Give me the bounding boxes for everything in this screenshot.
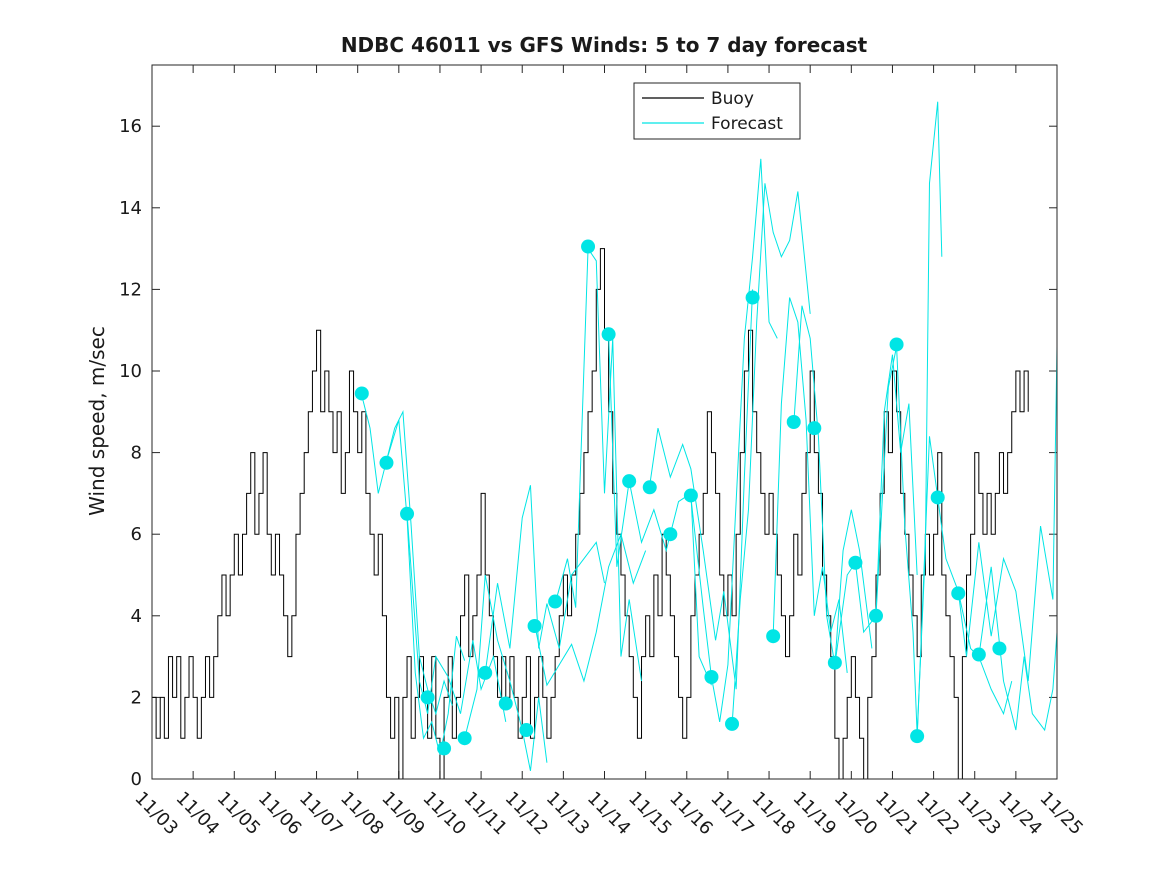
y-axis-label: Wind speed, m/sec bbox=[85, 326, 109, 516]
y-tick-label: 6 bbox=[131, 524, 142, 545]
forecast-point bbox=[457, 731, 472, 746]
chart-title: NDBC 46011 vs GFS Winds: 5 to 7 day fore… bbox=[341, 33, 868, 57]
forecast-point bbox=[478, 665, 493, 680]
forecast-point bbox=[930, 490, 945, 505]
forecast-run-line bbox=[608, 334, 712, 686]
x-tick-label: 11/04 bbox=[172, 788, 224, 840]
x-tick-label: 11/21 bbox=[871, 788, 923, 840]
forecast-point bbox=[642, 480, 657, 495]
x-tick-label: 11/06 bbox=[254, 788, 306, 840]
y-tick-label: 12 bbox=[119, 279, 142, 300]
plot-series-group bbox=[152, 101, 1057, 779]
forecast-run-line bbox=[834, 354, 918, 665]
x-tick-label: 11/11 bbox=[460, 788, 512, 840]
forecast-run-line bbox=[464, 574, 548, 771]
buoy-series-line bbox=[152, 248, 1029, 779]
forecast-run-line bbox=[875, 101, 943, 735]
x-tick-label: 11/18 bbox=[748, 788, 800, 840]
x-tick-label: 11/03 bbox=[130, 788, 182, 840]
forecast-point bbox=[786, 415, 801, 429]
forecast-point bbox=[910, 729, 925, 744]
forecast-point bbox=[379, 455, 394, 470]
forecast-run-line bbox=[690, 158, 778, 722]
x-tick-label: 11/25 bbox=[1035, 788, 1087, 840]
forecast-point bbox=[889, 337, 904, 352]
forecast-point bbox=[848, 555, 863, 570]
x-tick-label: 11/13 bbox=[542, 788, 594, 840]
forecast-point bbox=[704, 670, 719, 684]
legend-label-forecast: Forecast bbox=[711, 114, 783, 134]
forecast-run-line bbox=[361, 395, 453, 716]
forecast-point bbox=[581, 239, 596, 254]
forecast-run-line bbox=[406, 513, 507, 722]
forecast-point bbox=[420, 690, 435, 705]
x-tick-label: 11/24 bbox=[994, 788, 1046, 840]
axes-frame bbox=[151, 64, 1058, 780]
forecast-point bbox=[548, 594, 563, 609]
forecast-point bbox=[622, 474, 637, 489]
forecast-point bbox=[354, 386, 369, 401]
x-tick-label: 11/15 bbox=[624, 788, 676, 840]
x-tick-label: 11/10 bbox=[418, 788, 470, 840]
legend-label-buoy: Buoy bbox=[711, 89, 754, 109]
x-tick-label: 11/16 bbox=[665, 788, 717, 840]
forecast-run-line bbox=[534, 532, 647, 687]
x-tick-label: 11/12 bbox=[501, 788, 553, 840]
y-tick-label: 4 bbox=[131, 606, 142, 627]
plot-area bbox=[152, 101, 1057, 779]
forecast-run-line bbox=[554, 247, 643, 682]
forecast-point bbox=[766, 629, 781, 644]
forecast-point bbox=[869, 608, 883, 623]
x-tick-label: 11/23 bbox=[953, 788, 1005, 840]
forecast-point bbox=[527, 619, 542, 633]
forecast-run-line bbox=[385, 419, 466, 755]
forecast-point bbox=[400, 506, 415, 521]
x-tick-label: 11/08 bbox=[336, 788, 388, 840]
forecast-run-line bbox=[957, 346, 1057, 682]
forecast-run-line bbox=[731, 183, 811, 726]
x-tick-label: 11/09 bbox=[377, 788, 429, 840]
y-tick-label: 14 bbox=[119, 198, 142, 219]
forecast-point bbox=[601, 327, 616, 342]
forecast-point bbox=[725, 716, 740, 731]
x-tick-label: 11/20 bbox=[830, 788, 882, 840]
forecast-point bbox=[951, 586, 966, 601]
forecast-run-line bbox=[484, 485, 605, 673]
y-tick-label: 8 bbox=[131, 443, 142, 464]
x-tick-label: 11/17 bbox=[706, 788, 758, 840]
legend-box bbox=[633, 82, 801, 140]
y-tick-label: 10 bbox=[119, 361, 142, 382]
x-tick-label: 11/14 bbox=[583, 788, 635, 840]
forecast-point bbox=[663, 527, 678, 542]
forecast-point bbox=[519, 723, 534, 738]
y-tick-label: 16 bbox=[119, 116, 142, 137]
forecast-point bbox=[437, 741, 452, 756]
forecast-point bbox=[683, 488, 698, 503]
forecast-run-line bbox=[978, 566, 1057, 732]
forecast-run-line bbox=[916, 436, 1013, 739]
y-tick-label: 0 bbox=[131, 769, 142, 790]
forecast-point bbox=[827, 655, 842, 670]
x-tick-label: 11/05 bbox=[213, 788, 265, 840]
forecast-run-line bbox=[793, 305, 873, 665]
x-tick-label: 11/22 bbox=[912, 788, 964, 840]
y-tick-label: 2 bbox=[131, 687, 142, 708]
forecast-point bbox=[992, 641, 1007, 656]
x-tick-label: 11/07 bbox=[295, 788, 347, 840]
forecast-point bbox=[807, 421, 822, 436]
forecast-run-line bbox=[772, 297, 848, 673]
forecast-point bbox=[971, 647, 986, 662]
forecast-point bbox=[745, 290, 760, 305]
x-tick-label: 11/19 bbox=[789, 788, 841, 840]
legend: Buoy Forecast bbox=[633, 82, 801, 140]
forecast-point bbox=[498, 696, 513, 711]
